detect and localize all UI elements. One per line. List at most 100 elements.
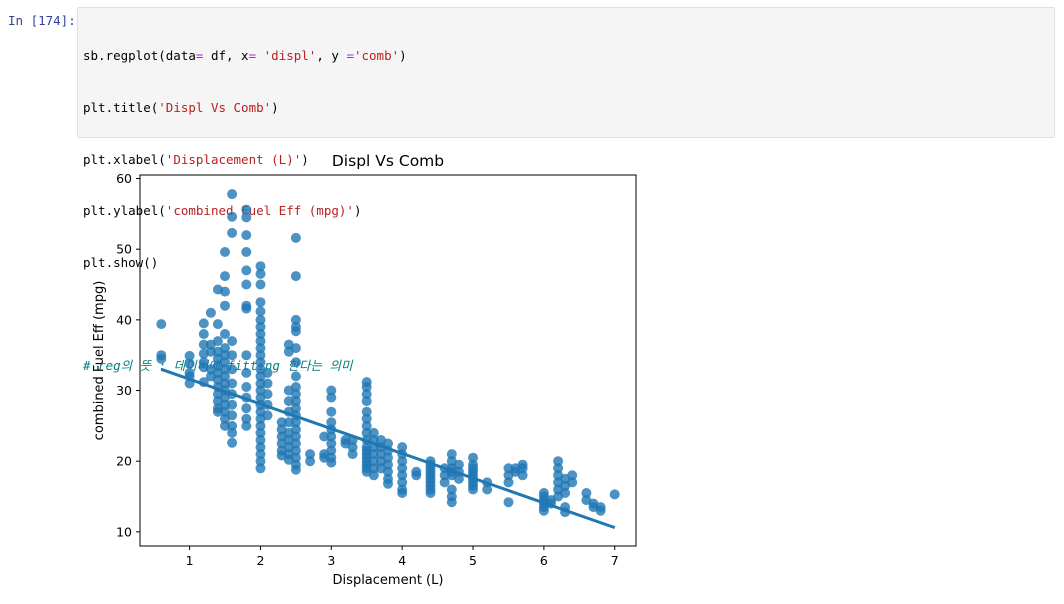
y-tick-label: 20 [116,454,132,469]
data-point [326,406,337,417]
data-point [361,427,372,438]
data-point [198,329,209,339]
data-point [290,424,301,435]
data-point [255,314,266,325]
data-point [184,350,195,361]
code-text: ) [271,100,279,115]
data-point [241,403,252,414]
x-tick-label: 6 [540,553,548,568]
data-point [397,463,408,474]
data-point [220,399,230,410]
data-point [255,297,266,308]
data-point [361,382,372,392]
data-point [453,459,464,470]
data-point [326,445,337,456]
data-point [538,505,549,516]
data-point [255,378,266,389]
data-point [205,307,216,318]
code-line: sb.regplot(data= df, x= 'displ', y ='com… [83,47,407,64]
data-point [212,406,223,417]
code-string: 'displ' [263,48,317,64]
data-point [241,367,252,378]
data-point [241,265,252,276]
data-point [227,364,238,375]
y-axis-ticks: 10 20 30 40 50 60 [116,171,140,539]
data-point [361,420,372,431]
data-point [198,318,209,329]
y-tick-label: 30 [116,383,132,398]
data-point [319,452,330,463]
axes-frame [139,174,637,547]
y-tick-label: 40 [116,312,132,327]
data-point [411,470,422,481]
code-cell-input[interactable]: sb.regplot(data= df, x= 'displ', y ='com… [77,7,1055,373]
data-point [241,382,252,392]
data-point [255,350,266,361]
data-point [227,336,238,347]
data-point [227,410,238,421]
data-point [255,306,266,317]
data-point [468,484,478,495]
data-point [361,396,372,407]
data-point [560,488,571,498]
data-point [220,271,230,282]
data-point [609,489,620,500]
data-point [425,488,436,498]
code-text: df, x [203,48,249,64]
data-point [290,271,301,282]
data-point [326,417,337,428]
data-point [220,364,230,375]
data-point [241,303,252,314]
points-layer [156,189,620,518]
x-tick-label: 2 [256,553,264,568]
data-point [383,466,393,477]
data-point [361,406,372,417]
y-tick-label: 10 [116,524,132,539]
data-point [581,488,592,498]
code-text: sb.regplot(data [83,48,196,64]
code-text [256,48,264,63]
data-point [241,350,252,361]
data-point [255,420,266,431]
chart-title: Displ Vs Comb [332,152,444,170]
code-operator: = [346,48,354,64]
data-point [368,456,379,467]
scatter-plot: 1 2 3 4 5 6 7 10 20 30 40 50 60 Displ Vs Comb Displ… [92,152,637,588]
data-point [290,452,301,463]
data-point [290,431,301,442]
data-point [255,321,266,332]
code-text: plt.show() [83,254,159,270]
data-point [220,286,230,297]
data-point [241,413,252,424]
code-editor[interactable]: sb.regplot(data= df, x= 'displ', y ='com… [83,13,407,409]
data-point [326,385,337,396]
data-point [446,449,457,460]
data-point [227,378,238,389]
data-point [290,314,301,325]
data-point [220,350,230,361]
data-point [319,431,330,442]
data-point [305,449,316,460]
data-point [326,457,337,468]
data-point [347,442,358,453]
data-point [439,477,450,488]
data-point [397,470,408,481]
data-point [227,350,238,361]
data-point [241,230,252,241]
data-point [468,452,478,463]
data-point [220,378,230,389]
data-point [255,449,266,460]
y-axis-label: combined Fuel Eff (mpg) [92,281,107,441]
y-tick-label: 60 [116,171,132,186]
data-point [383,438,393,449]
code-text: ) [399,48,407,64]
data-point [262,367,273,378]
data-point [567,470,578,481]
data-point [397,456,408,467]
data-point [255,336,266,347]
data-point [290,371,301,382]
data-point [255,456,266,467]
data-point [553,456,564,467]
data-point [290,417,301,428]
y-tick-label: 50 [116,242,132,257]
